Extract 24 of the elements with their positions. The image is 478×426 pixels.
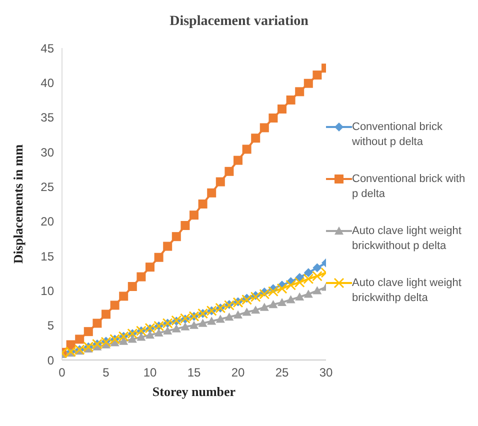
y-tick-label: 10 bbox=[40, 284, 54, 298]
x-axis-title: Storey number bbox=[152, 384, 236, 399]
y-tick-label: 30 bbox=[40, 145, 54, 160]
legend-label: Auto clave light weight brickwithp delta bbox=[352, 276, 462, 306]
x-tick-label: 0 bbox=[58, 366, 66, 380]
x-tick-label: 25 bbox=[275, 366, 289, 380]
y-tick-label: 35 bbox=[40, 110, 54, 125]
y-tick-label: 45 bbox=[40, 41, 54, 56]
y-tick-label: 5 bbox=[47, 318, 54, 333]
legend-label: Conventional brick without p delta bbox=[352, 120, 444, 150]
x-tick-label: 5 bbox=[102, 366, 110, 380]
legend-label: Auto clave light weight brickwithout p delta bbox=[352, 224, 462, 254]
y-tick-label: 25 bbox=[40, 180, 54, 194]
x-tick-label: 10 bbox=[143, 366, 157, 380]
legend-label: Conventional brick with p delta bbox=[352, 172, 466, 202]
y-tick-label: 15 bbox=[40, 249, 54, 264]
y-tick-label: 0 bbox=[47, 353, 54, 368]
y-tick-label: 40 bbox=[40, 76, 54, 90]
x-tick-label: 15 bbox=[187, 366, 201, 380]
chart-title: Displacement variation bbox=[168, 14, 310, 31]
y-axis-title: Displacements in mm bbox=[10, 144, 26, 264]
x-tick-label: 20 bbox=[231, 366, 245, 380]
x-tick-label: 30 bbox=[319, 366, 333, 380]
y-tick-label: 20 bbox=[40, 214, 54, 229]
